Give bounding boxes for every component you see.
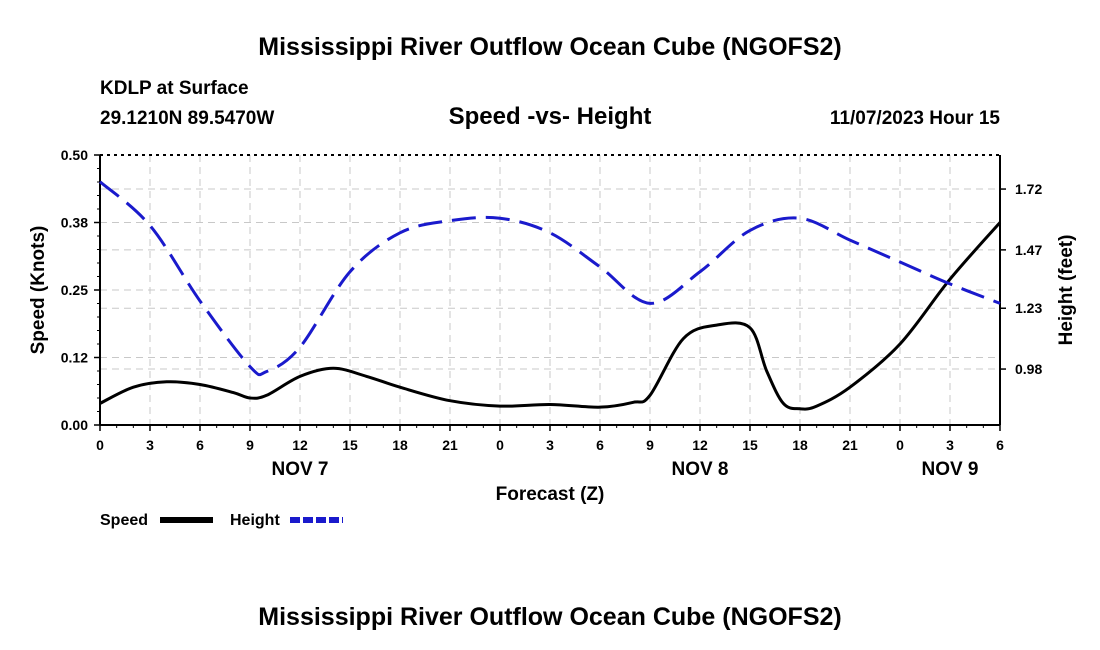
x-tick-label: 21 [842,437,858,453]
y2-tick-label: 0.98 [1015,361,1042,377]
axes: 0 3 6 9 12 15 18 21 0 3 6 9 12 15 18 21 0 3 6 NOV 7 NOV 8 NOV… [61,147,1043,480]
legend-height-label: Height [230,512,280,529]
x-tick-label: 9 [646,437,654,453]
chart-subtitle: Speed -vs- Height [449,103,652,130]
x-tick-label: 0 [496,437,504,453]
x-tick-label: 15 [342,437,358,453]
x-tick-label: 6 [596,437,604,453]
x-axis-label: Forecast (Z) [496,484,605,505]
x-tick-label: 3 [146,437,154,453]
grid [100,155,1000,425]
x-tick-label: 12 [692,437,708,453]
y-tick-label: 0.00 [61,417,88,433]
y-axis-label: Speed (Knots) [28,226,49,355]
y2-tick-label: 1.72 [1015,181,1042,197]
x-tick-label: 21 [442,437,458,453]
x-tick-label: 6 [996,437,1004,453]
height-series-line [99,180,1001,377]
station-label: KDLP at Surface [100,78,249,99]
y2-axis-label: Height (feet) [1056,235,1077,346]
x-tick-label: 3 [546,437,554,453]
y2-tick-label: 1.47 [1015,242,1042,258]
x-tick-label: 3 [946,437,954,453]
legend-speed-label: Speed [100,512,148,529]
day-label: NOV 9 [921,459,978,480]
datetime-label: 11/07/2023 Hour 15 [830,108,1000,129]
x-tick-label: 0 [96,437,104,453]
footer-title: Mississippi River Outflow Ocean Cube (NG… [258,603,841,631]
x-tick-label: 18 [792,437,808,453]
y2-tick-label: 1.23 [1015,300,1042,316]
day-label: NOV 7 [271,459,328,480]
coordinates-label: 29.1210N 89.5470W [100,108,274,129]
x-tick-label: 15 [742,437,758,453]
x-tick-label: 18 [392,437,408,453]
x-tick-label: 12 [292,437,308,453]
x-tick-label: 9 [246,437,254,453]
speed-series-line [99,221,1002,411]
series [99,180,1002,411]
legend: Speed Height [100,512,343,529]
day-label: NOV 8 [671,459,728,480]
x-tick-label: 6 [196,437,204,453]
y-tick-label: 0.12 [61,350,88,366]
y-tick-label: 0.38 [61,215,88,231]
y-tick-label: 0.25 [61,282,88,298]
y-tick-label: 0.50 [61,147,88,163]
x-tick-label: 0 [896,437,904,453]
chart-main-title: Mississippi River Outflow Ocean Cube (NG… [258,33,841,61]
